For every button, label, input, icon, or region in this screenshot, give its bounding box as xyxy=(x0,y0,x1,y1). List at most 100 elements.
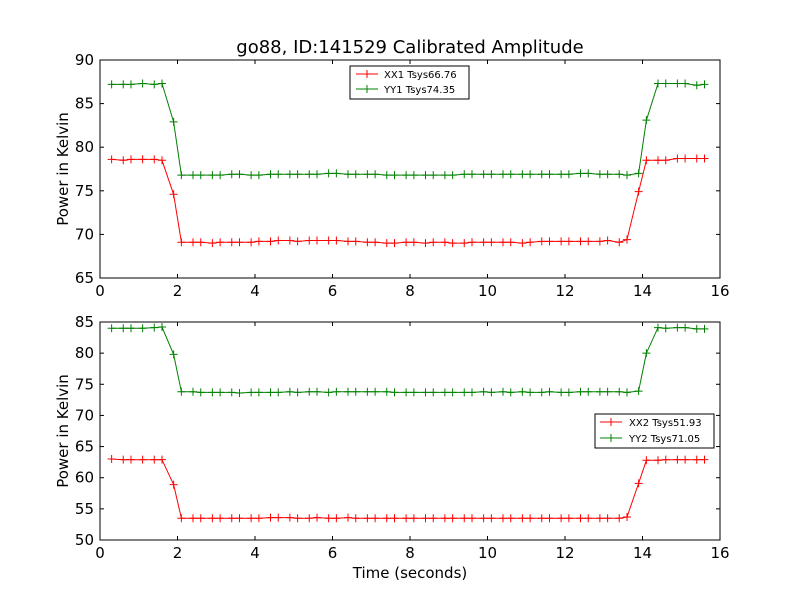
bottom-data-point-yy xyxy=(623,388,631,397)
bottom-data-point-yy xyxy=(448,388,457,397)
top-data-point-xx xyxy=(487,238,496,247)
bottom-data-point-xx xyxy=(468,514,476,523)
top-data-point-xx xyxy=(107,155,116,164)
bottom-data-point-xx xyxy=(409,514,418,523)
top-data-point-xx xyxy=(227,238,236,247)
bottom-data-point-yy xyxy=(603,387,612,396)
legend-box xyxy=(594,413,715,449)
bottom-series-line-xx xyxy=(111,458,705,519)
figure-title: go88, ID:141529 Calibrated Amplitude xyxy=(236,37,583,58)
bottom-data-point-yy xyxy=(216,388,225,397)
top-data-point-yy xyxy=(448,171,457,180)
bottom-data-point-xx xyxy=(189,514,197,523)
bottom-data-point-xx xyxy=(150,455,159,464)
top-y-tick-label: 85 xyxy=(75,95,94,113)
bottom-y-tick-label: 55 xyxy=(75,500,94,518)
bottom-data-point-yy xyxy=(285,387,294,396)
top-y-tick-label: 70 xyxy=(75,225,94,243)
bottom-data-point-xx xyxy=(266,513,275,522)
bottom-data-point-yy xyxy=(107,324,116,333)
bottom-data-point-yy xyxy=(661,324,670,333)
bottom-data-point-xx xyxy=(557,514,566,523)
top-data-point-xx xyxy=(595,237,604,246)
bottom-data-point-xx xyxy=(402,514,411,523)
bottom-series-line-yy xyxy=(111,326,705,394)
bottom-data-point-xx xyxy=(460,514,469,523)
top-data-point-yy xyxy=(196,171,205,180)
bottom-plot-frame xyxy=(99,321,721,541)
top-data-point-xx xyxy=(460,239,469,248)
top-data-point-yy xyxy=(537,170,546,179)
bottom-data-point-yy xyxy=(119,324,128,333)
top-data-point-xx xyxy=(285,236,294,245)
top-data-point-yy xyxy=(409,171,418,180)
top-data-point-yy xyxy=(487,170,496,179)
top-data-point-xx xyxy=(158,156,166,165)
bottom-data-point-yy xyxy=(196,388,205,397)
top-data-point-xx xyxy=(576,237,585,246)
bottom-data-point-yy xyxy=(537,388,546,397)
top-data-point-yy xyxy=(127,80,135,89)
bottom-data-point-xx xyxy=(634,479,643,488)
top-data-point-yy xyxy=(440,171,449,180)
top-data-point-xx xyxy=(409,238,418,247)
top-data-point-xx xyxy=(518,239,527,248)
bottom-data-point-yy xyxy=(169,350,178,359)
legend-xx2-label: XX2 Tsys51.93 xyxy=(629,418,702,429)
bottom-data-point-xx xyxy=(654,456,662,465)
top-data-point-xx xyxy=(584,237,593,246)
top-data-point-xx xyxy=(344,237,352,246)
top-x-tick-label: 2 xyxy=(173,282,183,300)
top-data-point-xx xyxy=(351,237,360,246)
bottom-data-point-xx xyxy=(700,455,709,464)
top-data-point-yy xyxy=(584,169,593,178)
legend-xx1-label: XX1 Tsys66.76 xyxy=(384,70,457,81)
bottom-data-point-yy xyxy=(615,387,624,396)
bottom-data-point-yy xyxy=(382,387,391,396)
bottom-data-point-yy xyxy=(506,388,515,397)
top-data-point-xx xyxy=(189,238,197,247)
bottom-data-point-yy xyxy=(293,388,302,397)
top-data-point-xx xyxy=(623,235,631,244)
top-data-point-xx xyxy=(247,238,256,247)
top-data-point-yy xyxy=(576,169,585,178)
bottom-data-point-xx xyxy=(196,514,205,523)
bottom-data-point-yy xyxy=(584,387,593,396)
bottom-y-tick-label: 75 xyxy=(75,375,94,393)
bottom-data-point-xx xyxy=(595,514,604,523)
bottom-data-point-yy xyxy=(344,387,352,396)
bottom-data-point-yy xyxy=(681,323,690,332)
legend-yy2-marker xyxy=(607,434,615,442)
legend-xx2-marker xyxy=(607,418,615,426)
bottom-data-point-xx xyxy=(313,513,321,522)
bottom-data-point-xx xyxy=(518,514,527,523)
top-data-point-xx xyxy=(429,238,438,247)
bottom-data-point-yy xyxy=(557,388,566,397)
top-data-point-yy xyxy=(526,170,535,179)
bottom-data-point-yy xyxy=(390,388,399,397)
bottom-y-tick-label: 80 xyxy=(75,344,94,362)
bottom-data-point-xx xyxy=(285,513,294,522)
top-data-point-xx xyxy=(119,156,128,165)
bottom-data-point-yy xyxy=(409,388,418,397)
bottom-data-point-xx xyxy=(274,513,283,522)
bottom-data-point-xx xyxy=(526,514,535,523)
top-data-point-yy xyxy=(421,171,430,180)
legend-yy2-label: YY2 Tsys71.05 xyxy=(628,434,700,445)
bottom-data-point-xx xyxy=(127,455,135,464)
top-data-point-xx xyxy=(208,239,217,248)
bottom-data-point-xx xyxy=(615,514,624,523)
bottom-data-point-xx xyxy=(324,514,333,523)
bottom-data-point-xx xyxy=(254,514,263,523)
top-data-point-xx xyxy=(313,236,321,245)
bottom-plot: 0 2 4 6 8 10 12 14 16 50 55 60 65 70 75 80 85 Power in K… xyxy=(54,313,730,582)
bottom-data-point-yy xyxy=(266,388,275,397)
top-data-point-xx xyxy=(371,238,380,247)
top-data-point-yy xyxy=(654,79,662,88)
top-data-point-yy xyxy=(390,171,399,180)
top-data-point-yy xyxy=(169,117,178,126)
bottom-data-point-yy xyxy=(526,388,535,397)
top-data-point-xx xyxy=(673,154,682,163)
top-data-point-xx xyxy=(421,239,430,248)
top-data-point-xx xyxy=(274,236,283,245)
